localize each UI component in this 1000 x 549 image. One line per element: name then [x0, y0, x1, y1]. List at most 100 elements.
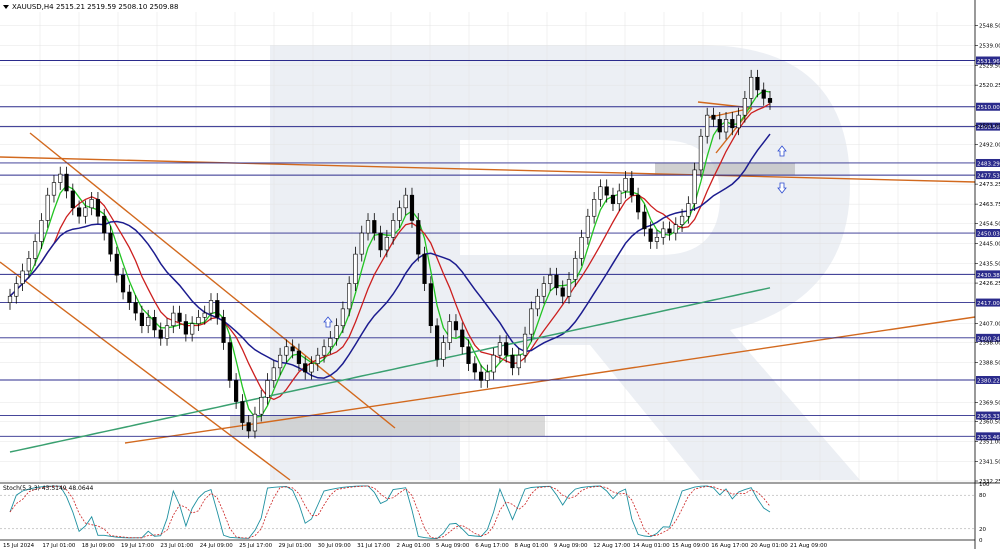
candle-body: [711, 114, 716, 120]
candle-body: [466, 346, 471, 364]
candle-body: [654, 236, 660, 242]
candle-body: [573, 258, 578, 280]
price-tick-label: 2473.25: [979, 182, 1000, 188]
candle-body: [604, 186, 609, 196]
candle-body: [347, 283, 352, 310]
candle-body: [340, 308, 345, 327]
candle-body: [736, 114, 741, 129]
candle-body: [45, 194, 50, 221]
price-tick-label: 2492.00: [979, 143, 1000, 149]
watermark-shape: [270, 45, 860, 480]
ma-mid-line: [9, 103, 771, 401]
channel-upper-line: [29, 132, 396, 429]
time-tick-label: 17 Jul 01:00: [42, 543, 75, 549]
candle-body: [76, 207, 82, 217]
price-tick-label: 2435.50: [979, 262, 1000, 268]
support-zone: [230, 415, 545, 437]
level-tag: [976, 432, 1000, 441]
candle-body: [240, 401, 245, 423]
time-tick-label: 19 Jul 17:00: [121, 543, 154, 549]
resistance-zone: [655, 162, 795, 176]
candle-body: [491, 354, 496, 373]
candle-body: [221, 316, 226, 343]
price-tick-label: 2369.50: [979, 401, 1000, 407]
candle-body: [127, 291, 132, 303]
time-tick-label: 15 Aug 09:00: [672, 543, 710, 549]
candle-body: [146, 316, 151, 327]
candle-body: [485, 371, 490, 381]
candle-body: [648, 228, 653, 242]
time-tick-label: 8 Aug 01:00: [515, 543, 549, 549]
level-tag: [976, 333, 1000, 342]
time-tick-label: 5 Aug 09:00: [436, 543, 470, 549]
price-tick-label: 2548.50: [979, 24, 1000, 30]
candle-body: [667, 228, 672, 234]
candle-body: [629, 178, 634, 196]
candle-body: [309, 363, 314, 373]
candle-body: [447, 321, 452, 343]
level-label: 2353.46: [977, 435, 1000, 441]
level-label: 2363.33: [977, 414, 1000, 420]
candle-body: [133, 302, 138, 314]
arrow-up-icon: [777, 145, 787, 157]
time-tick-label: 2 Aug 01:00: [397, 543, 431, 549]
stochastic-panel: 100 80 20 0: [0, 482, 1000, 544]
level-label: 2477.53: [977, 174, 1000, 180]
candle-body: [64, 173, 69, 192]
candle-body: [290, 346, 295, 352]
time-tick-label: 16 Aug 17:00: [711, 543, 749, 549]
level-label: 2531.96: [977, 59, 1000, 65]
level-label: 2483.29: [977, 161, 1000, 167]
triangle-lower-line: [715, 107, 753, 154]
candle-body: [723, 119, 729, 133]
candle-body: [190, 323, 195, 335]
level-label: 2450.03: [977, 232, 1000, 238]
level-label: 2510.00: [977, 105, 1000, 111]
candle-body: [152, 316, 157, 331]
level-label: 2430.38: [977, 273, 1000, 279]
direction-arrows: [323, 145, 787, 328]
price-tick-label: 2529.50: [979, 64, 1000, 70]
candle-body: [120, 274, 126, 293]
candle-body: [585, 215, 590, 238]
price-tick-label: 2463.75: [979, 202, 1000, 208]
candle-body: [679, 215, 685, 225]
dropdown-icon[interactable]: [3, 5, 9, 9]
candle-body: [560, 287, 565, 297]
level-label: 2400.24: [977, 336, 1000, 342]
candle-body: [372, 220, 377, 234]
time-tick-label: 12 Aug 17:00: [593, 543, 631, 549]
candle-body: [730, 119, 735, 129]
candle-body: [359, 232, 364, 255]
candle-body: [139, 312, 145, 327]
candle-body: [516, 354, 521, 369]
candle-body: [566, 279, 572, 297]
candle-body: [497, 342, 503, 356]
candle-body: [89, 199, 94, 209]
candle-body: [453, 321, 459, 331]
chart-header: XAUUSD,H4 2515.21 2519.59 2508.10 2509.8…: [3, 3, 178, 11]
price-tick-label: 2360.50: [979, 420, 1000, 426]
candle-body: [164, 325, 170, 339]
candle-body: [460, 329, 465, 348]
candle-body: [435, 325, 440, 360]
candle-body: [259, 397, 264, 415]
candle-body: [70, 190, 75, 209]
price-axis: 2548.50 2539.00 2529.50 2520.25 2501.00 2492.…: [974, 0, 1000, 549]
candle-body: [321, 346, 327, 356]
grid: [0, 12, 975, 482]
level-tag: [976, 298, 1000, 307]
candle-body: [58, 173, 63, 183]
candle-body: [635, 194, 641, 213]
time-tick-label: 20 Aug 01:00: [751, 543, 789, 549]
candle-body: [541, 283, 546, 297]
stoch-level-label: 100: [979, 482, 990, 488]
zones: [230, 162, 795, 437]
candle-body: [83, 207, 88, 217]
ma-long-line: [9, 287, 771, 453]
candle-body: [673, 224, 678, 234]
time-tick-label: 21 Aug 09:00: [790, 543, 828, 549]
time-tick-label: 15 Jul 2024: [3, 543, 35, 549]
time-tick-label: 31 Jul 17:00: [357, 543, 390, 549]
